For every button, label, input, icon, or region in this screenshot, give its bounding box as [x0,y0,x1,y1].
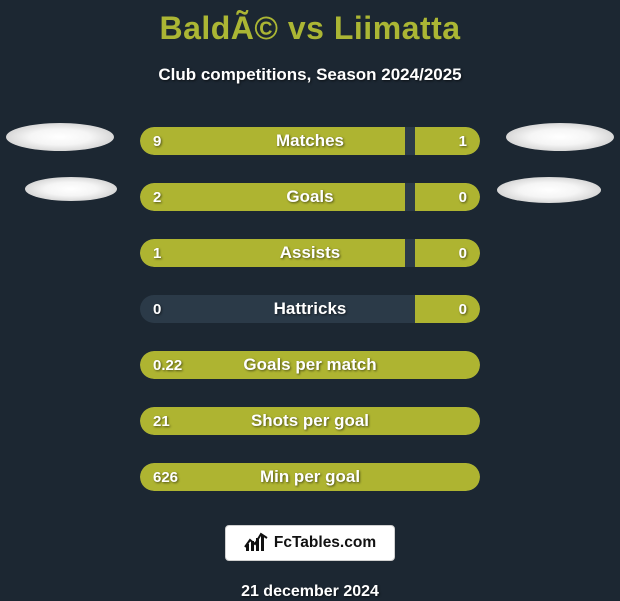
stat-row: Min per goal626 [140,463,480,491]
bar-full-fill [140,407,480,435]
page-title: BaldÃ© vs Liimatta [0,0,620,47]
watermark: FcTables.com [225,525,395,561]
stat-row: Goals per match0.22 [140,351,480,379]
bar-right-fill [415,127,480,155]
bar-full-fill [140,351,480,379]
team-badge-right [497,177,601,203]
stat-row: Shots per goal21 [140,407,480,435]
chart-icon [244,530,268,557]
bar-right-fill [415,295,480,323]
date-text: 21 december 2024 [0,583,620,601]
bar-left-fill [140,183,405,211]
stat-row: Goals20 [140,183,480,211]
team-badge-left [6,123,114,151]
bar-full-fill [140,463,480,491]
team-badge-right [506,123,614,151]
stat-value-left: 0 [153,295,161,323]
bar-right-fill [415,183,480,211]
bar-left-fill [140,127,405,155]
bar-right-fill [415,239,480,267]
stat-row: Matches91 [140,127,480,155]
watermark-text: FcTables.com [274,534,376,552]
subtitle: Club competitions, Season 2024/2025 [0,65,620,85]
bar-left-fill [140,239,405,267]
team-badge-left [25,177,117,201]
stat-row: Assists10 [140,239,480,267]
stat-row: Hattricks00 [140,295,480,323]
